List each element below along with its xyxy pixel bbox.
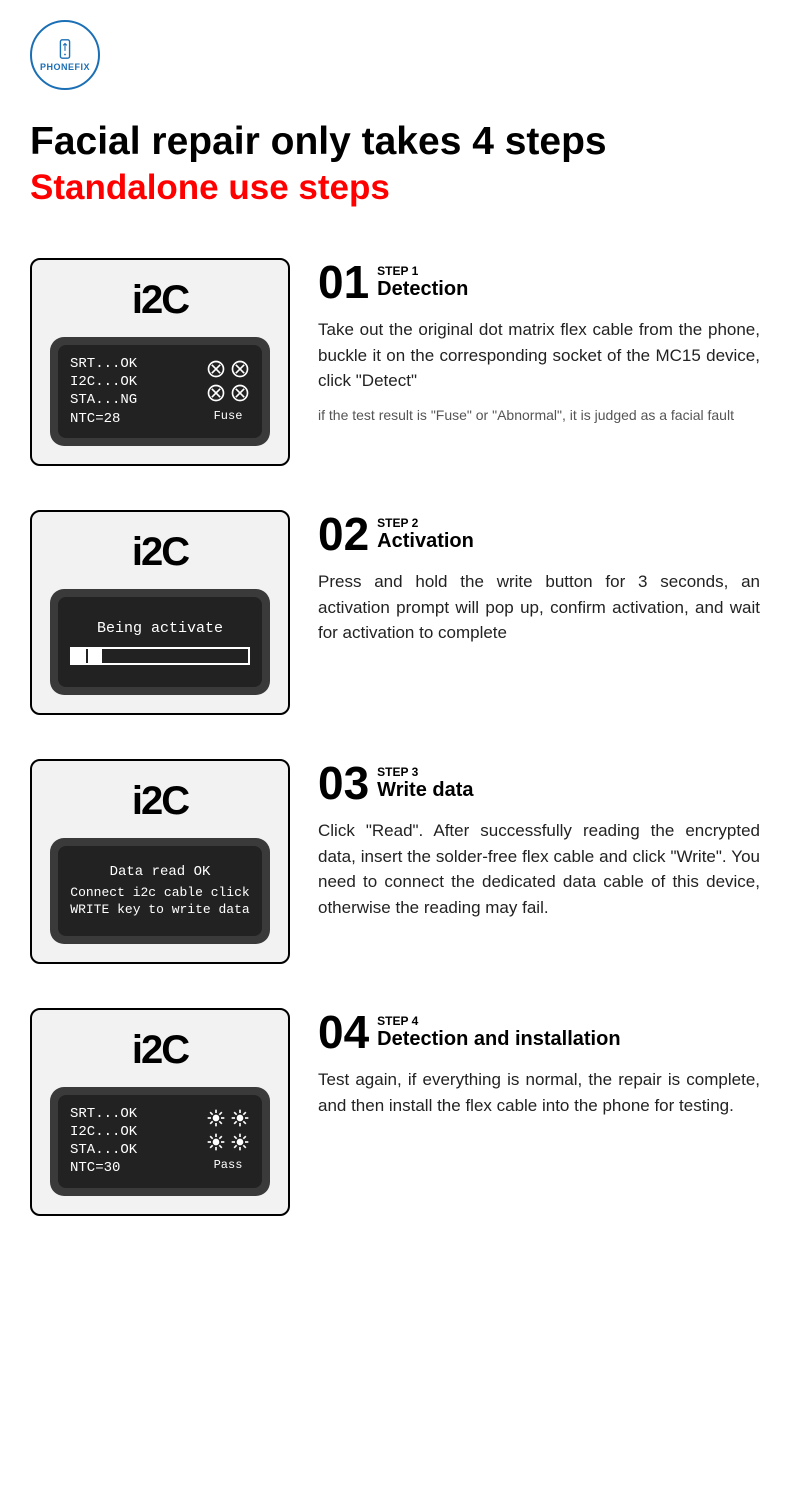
step-number: 02: [318, 514, 369, 555]
device-brand-label: i2C: [132, 1028, 188, 1073]
step-body: Test again, if everything is normal, the…: [318, 1067, 760, 1118]
screen-status-lines: SRT...OK I2C...OK STA...NG NTC=28: [70, 355, 196, 428]
step-body: Take out the original dot matrix flex ca…: [318, 317, 760, 394]
step-title: Detection: [377, 278, 468, 301]
step-body: Press and hold the write button for 3 se…: [318, 569, 760, 646]
step-title: Activation: [377, 530, 474, 553]
step-number: 04: [318, 1012, 369, 1053]
step-content: 02 STEP 2 Activation Press and hold the …: [318, 510, 760, 658]
progress-bar: [70, 647, 250, 665]
screen-bottom-label: Pass: [214, 1158, 243, 1174]
step-row-3: i2C Data read OK Connect i2c cable click…: [30, 759, 760, 964]
screen-message-line1: Data read OK: [70, 863, 250, 881]
step-label: STEP 4: [377, 1014, 620, 1028]
step-label: STEP 2: [377, 516, 474, 530]
logo-circle: PHONEFIX: [30, 20, 100, 90]
step-body: Click "Read". After successfully reading…: [318, 818, 760, 920]
device-screen: SRT...OK I2C...OK STA...OK NTC=30 Pass: [50, 1087, 270, 1196]
device-card: i2C SRT...OK I2C...OK STA...NG NTC=28 Fu…: [30, 258, 290, 466]
steps-container: i2C SRT...OK I2C...OK STA...NG NTC=28 Fu…: [30, 258, 760, 1216]
brand-logo: PHONEFIX: [30, 20, 760, 90]
device-screen: Being activate: [50, 589, 270, 695]
step-content: 01 STEP 1 Detection Take out the origina…: [318, 258, 760, 425]
device-screen: SRT...OK I2C...OK STA...NG NTC=28 Fuse: [50, 337, 270, 446]
title-sub: Standalone use steps: [30, 168, 760, 208]
step-title: Detection and installation: [377, 1028, 620, 1051]
device-brand-label: i2C: [132, 278, 188, 323]
logo-text: PHONEFIX: [40, 62, 90, 72]
step-title: Write data: [377, 779, 473, 802]
phonefix-icon: [54, 38, 76, 60]
step-number: 03: [318, 763, 369, 804]
step-header: 03 STEP 3 Write data: [318, 763, 760, 804]
step-row-4: i2C SRT...OK I2C...OK STA...OK NTC=30 Pa…: [30, 1008, 760, 1216]
step-row-2: i2C Being activate 02 STEP 2 Activation …: [30, 510, 760, 715]
step-content: 03 STEP 3 Write data Click "Read". After…: [318, 759, 760, 932]
step-label: STEP 3: [377, 765, 473, 779]
screen-bottom-label: Fuse: [214, 409, 243, 425]
step-header: 04 STEP 4 Detection and installation: [318, 1012, 760, 1053]
step-note: if the test result is "Fuse" or "Abnorma…: [318, 406, 760, 426]
screen-message-line2: Connect i2c cable click WRITE key to wri…: [70, 885, 250, 919]
step-header: 01 STEP 1 Detection: [318, 262, 760, 303]
screen-status-icons: Fuse: [206, 359, 250, 425]
screen-status-icons: Pass: [206, 1108, 250, 1174]
device-card: i2C SRT...OK I2C...OK STA...OK NTC=30 Pa…: [30, 1008, 290, 1216]
device-card: i2C Data read OK Connect i2c cable click…: [30, 759, 290, 964]
device-brand-label: i2C: [132, 779, 188, 824]
step-content: 04 STEP 4 Detection and installation Tes…: [318, 1008, 760, 1130]
device-card: i2C Being activate: [30, 510, 290, 715]
device-screen: Data read OK Connect i2c cable click WRI…: [50, 838, 270, 944]
title-main: Facial repair only takes 4 steps: [30, 120, 760, 164]
progress-label: Being activate: [70, 619, 250, 639]
step-row-1: i2C SRT...OK I2C...OK STA...NG NTC=28 Fu…: [30, 258, 760, 466]
screen-status-lines: SRT...OK I2C...OK STA...OK NTC=30: [70, 1105, 196, 1178]
step-number: 01: [318, 262, 369, 303]
device-brand-label: i2C: [132, 530, 188, 575]
step-header: 02 STEP 2 Activation: [318, 514, 760, 555]
step-label: STEP 1: [377, 264, 468, 278]
